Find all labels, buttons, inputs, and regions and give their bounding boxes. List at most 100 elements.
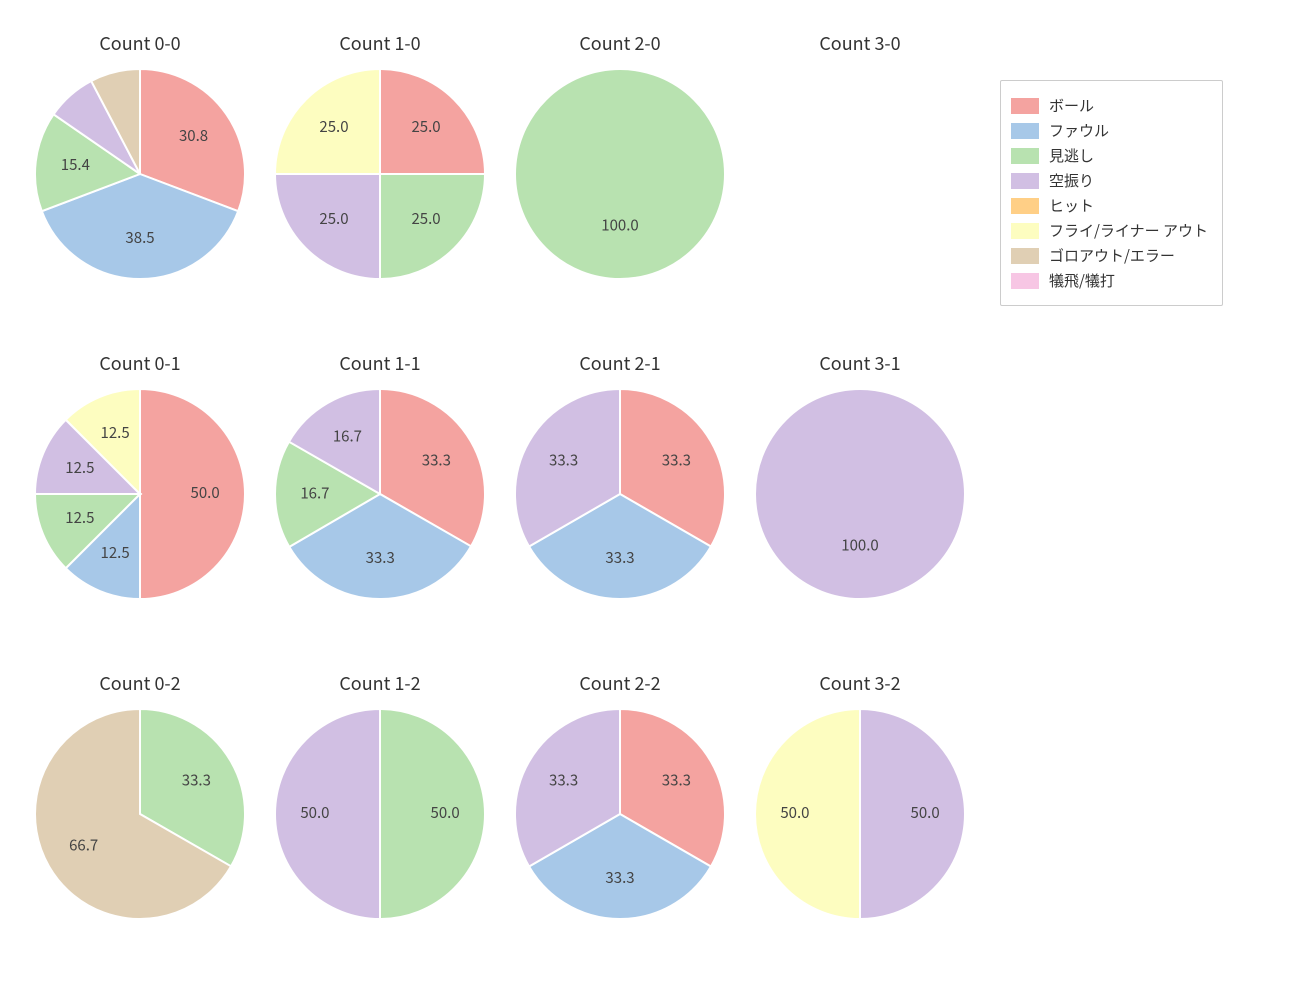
pie-cell: Count 0-0 30.8 38.5 15.4 (20, 20, 260, 340)
chart-title: Count 1-0 (339, 30, 420, 56)
pie-wrap: 33.3 33.3 33.3 (510, 384, 730, 604)
legend-swatch (1011, 223, 1039, 239)
legend-label: ボール (1049, 95, 1094, 116)
legend-swatch (1011, 198, 1039, 214)
legend: ボールファウル見逃し空振りヒットフライ/ライナー アウトゴロアウト/エラー犠飛/… (1000, 80, 1223, 306)
slice-label: 100.0 (841, 535, 878, 556)
legend-label: ファウル (1049, 120, 1109, 141)
slice-label: 66.7 (69, 835, 98, 856)
pie-cell: Count 1-133.333.316.716.7 (260, 340, 500, 660)
pie-wrap: 50.0 12.5 12.5 12.5 12.5 (30, 384, 250, 604)
pie-cell: Count 2-0 100.0 (500, 20, 740, 340)
slice-label: 12.5 (65, 457, 94, 478)
legend-label: 空振り (1049, 170, 1094, 191)
legend-item: 空振り (1011, 170, 1208, 191)
chart-title: Count 3-1 (819, 350, 900, 376)
pie-cell: Count 2-1 33.3 33.3 33.3 (500, 340, 740, 660)
slice-label: 25.0 (319, 208, 348, 229)
slice-label: 100.0 (601, 215, 638, 236)
slice-label: 33.3 (549, 770, 578, 791)
legend-item: 犠飛/犠打 (1011, 270, 1208, 291)
pie-svg: 50.0 50.0 (750, 704, 970, 924)
legend-swatch (1011, 148, 1039, 164)
legend-swatch (1011, 123, 1039, 139)
slice-label: 30.8 (179, 125, 208, 146)
pie-wrap: 33.3 33.3 33.3 (510, 704, 730, 924)
slice-label: 33.3 (605, 547, 634, 568)
pie-wrap: 33.333.316.716.7 (270, 384, 490, 604)
pie-wrap: 33.3 66.7 (30, 704, 250, 924)
figure-root: Count 0-0 30.8 38.5 15.4 Count 1-0 25.0 25.0 25… (0, 0, 1300, 1000)
pie-wrap: 30.8 38.5 15.4 (30, 64, 250, 284)
pie-cell: Count 2-2 33.3 33.3 33.3 (500, 660, 740, 980)
slice-label: 33.3 (605, 867, 634, 888)
pie-svg: 33.3 33.3 33.3 (510, 384, 730, 604)
slice-label: 16.7 (300, 482, 329, 503)
legend-item: ゴロアウト/エラー (1011, 245, 1208, 266)
slice-label: 25.0 (319, 116, 348, 137)
pie-cell: Count 3-2 50.0 50.0 (740, 660, 980, 980)
legend-label: ヒット (1049, 195, 1094, 216)
chart-title: Count 1-1 (339, 350, 420, 376)
pie-svg: 25.025.025.025.0 (270, 64, 490, 284)
legend-swatch (1011, 248, 1039, 264)
slice-label: 25.0 (411, 116, 440, 137)
slice-label: 33.3 (549, 450, 578, 471)
pie-svg: 50.050.0 (270, 704, 490, 924)
pie-cell: Count 1-025.025.025.025.0 (260, 20, 500, 340)
pie-wrap: 25.025.025.025.0 (270, 64, 490, 284)
legend-item: 見逃し (1011, 145, 1208, 166)
chart-title: Count 3-2 (819, 670, 900, 696)
pie-slice (515, 69, 725, 279)
pie-wrap: 100.0 (510, 64, 730, 284)
pie-svg: 33.3 66.7 (30, 704, 250, 924)
pie-cell: Count 1-2 50.050.0 (260, 660, 500, 980)
slice-label: 12.5 (101, 542, 130, 563)
slice-label: 38.5 (125, 227, 154, 248)
chart-title: Count 0-0 (99, 30, 180, 56)
pie-grid: Count 0-0 30.8 38.5 15.4 Count 1-0 25.0 25.0 25… (20, 20, 980, 980)
pie-svg: 33.3 33.3 33.3 (510, 704, 730, 924)
pie-svg: 100.0 (750, 384, 970, 604)
chart-title: Count 0-2 (99, 670, 180, 696)
legend-item: ボール (1011, 95, 1208, 116)
slice-label: 50.0 (191, 482, 220, 503)
slice-label: 50.0 (911, 802, 940, 823)
legend-label: 見逃し (1049, 145, 1094, 166)
legend-item: ファウル (1011, 120, 1208, 141)
slice-label: 33.3 (182, 769, 211, 790)
chart-title: Count 3-0 (819, 30, 900, 56)
legend-swatch (1011, 98, 1039, 114)
chart-title: Count 1-2 (339, 670, 420, 696)
slice-label: 33.3 (662, 770, 691, 791)
legend-label: フライ/ライナー アウト (1049, 220, 1208, 241)
pie-svg (750, 64, 970, 284)
chart-title: Count 2-1 (579, 350, 660, 376)
slice-label: 33.3 (422, 449, 451, 470)
pie-cell: Count 3-1 100.0 (740, 340, 980, 660)
slice-label: 33.3 (662, 450, 691, 471)
slice-label: 50.0 (780, 802, 809, 823)
legend-swatch (1011, 173, 1039, 189)
chart-title: Count 2-0 (579, 30, 660, 56)
slice-label: 33.3 (366, 547, 395, 568)
pie-svg: 33.333.316.716.7 (270, 384, 490, 604)
slice-label: 12.5 (65, 507, 94, 528)
legend-item: ヒット (1011, 195, 1208, 216)
pie-svg: 50.0 12.5 12.5 12.5 12.5 (30, 384, 250, 604)
legend-item: フライ/ライナー アウト (1011, 220, 1208, 241)
legend-label: 犠飛/犠打 (1049, 270, 1115, 291)
chart-title: Count 2-2 (579, 670, 660, 696)
slice-label: 50.0 (300, 802, 329, 823)
slice-label: 15.4 (61, 154, 90, 175)
slice-label: 12.5 (101, 422, 130, 443)
pie-cell: Count 0-2 33.3 66.7 (20, 660, 260, 980)
pie-svg: 30.8 38.5 15.4 (30, 64, 250, 284)
pie-wrap: 50.050.0 (270, 704, 490, 924)
pie-cell: Count 3-0 (740, 20, 980, 340)
pie-cell: Count 0-150.012.512.512.512.5 (20, 340, 260, 660)
pie-slice (755, 389, 965, 599)
pie-wrap (750, 64, 970, 284)
legend-label: ゴロアウト/エラー (1049, 245, 1175, 266)
pie-wrap: 100.0 (750, 384, 970, 604)
